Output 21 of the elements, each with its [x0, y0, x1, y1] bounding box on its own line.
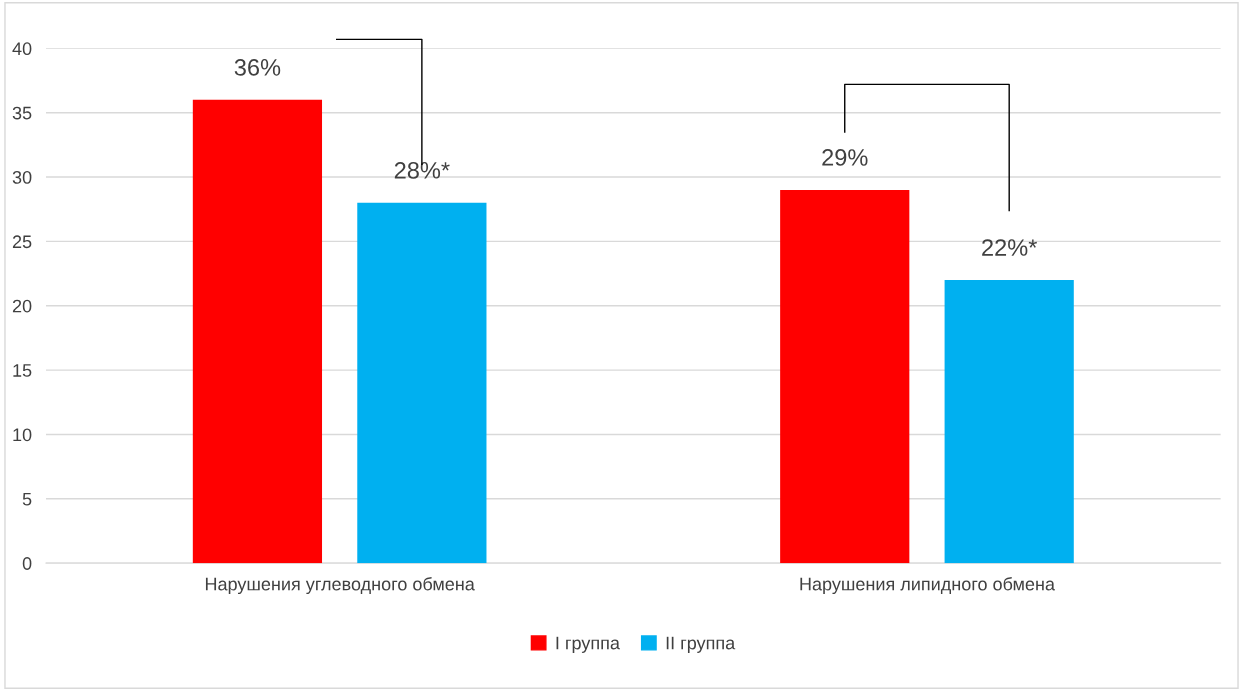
- y-tick-label: 40: [12, 42, 32, 56]
- bar: [944, 280, 1074, 564]
- bar: [780, 189, 910, 564]
- y-tick-label: 30: [12, 171, 32, 184]
- y-tick-label: 0: [22, 557, 32, 570]
- data-label: 36%: [234, 59, 281, 76]
- y-tick-label: 35: [12, 106, 32, 120]
- legend-label: II группа: [666, 636, 736, 653]
- y-tick-label: 5: [22, 492, 32, 506]
- x-tick-label: Нарушения липидного обмена: [800, 577, 1055, 595]
- y-tick-label: 20: [12, 299, 32, 313]
- y-tick-label: 25: [12, 235, 32, 249]
- bar: [357, 202, 487, 564]
- data-label: 29%: [822, 149, 868, 166]
- data-label: 22%*: [982, 239, 1038, 256]
- y-tick-label: 10: [13, 428, 32, 442]
- bar: [192, 99, 323, 564]
- legend-label: I группа: [556, 636, 620, 653]
- y-tick-label: 15: [13, 364, 32, 377]
- data-label: 28%*: [394, 161, 450, 179]
- x-tick-label: Нарушения углеводного обмена: [205, 577, 475, 595]
